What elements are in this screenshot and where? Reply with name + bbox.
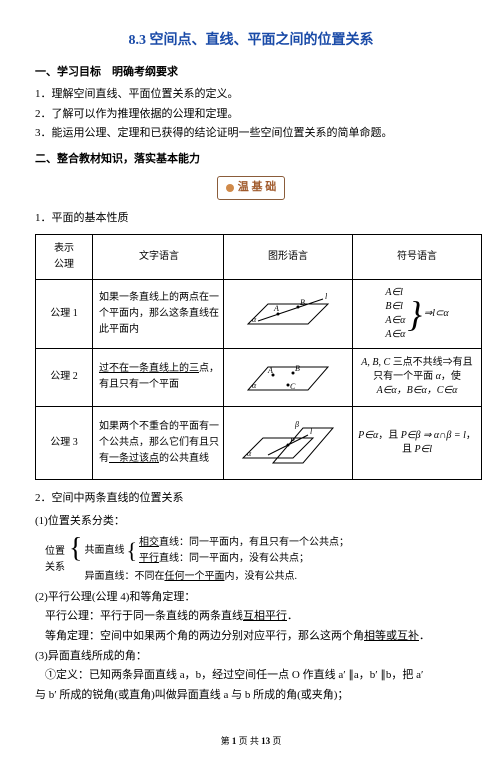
plane-line-icon: A B l α: [238, 289, 338, 339]
axiom-text: 过不在一条直线上的三点，有且只有一个平面: [93, 348, 224, 406]
relation-tree: 位置 关系 { 共面直线 { 相交直线：同一平面内，有且只有一个公共点； 平行直…: [45, 535, 467, 585]
para-axiom: 平行公理：平行于同一条直线的两条直线互相平行．: [35, 608, 467, 626]
table-row: 公理 1 如果一条直线上的两点在一个平面内，那么这条直线在此平面内 A B l …: [36, 279, 482, 348]
sub2: 2．空间中两条直线的位置关系: [35, 490, 467, 508]
rel-left-bot: 关系: [45, 560, 65, 576]
sym-line: A∈l: [385, 286, 405, 300]
axiom-symbol: A, B, C 三点不共线⇒有且只有一个平面 α，使 A∈α，B∈α，C∈α: [353, 348, 482, 406]
table-header-row: 表示 公理 文字语言 图形语言 符号语言: [36, 234, 482, 279]
th-sym: 符号语言: [353, 234, 482, 279]
svg-text:l: l: [325, 292, 328, 301]
coplanar-label: 共面直线: [84, 543, 124, 559]
axiom-table: 表示 公理 文字语言 图形语言 符号语言 公理 1 如果一条直线上的两点在一个平…: [35, 234, 482, 480]
two-planes-icon: P l β α: [233, 413, 343, 473]
sub1: 1．平面的基本性质: [35, 210, 467, 228]
rel-left-top: 位置: [45, 544, 65, 560]
skew-def-1: ①定义：已知两条异面直线 a，b，经过空间任一点 O 作直线 a′ ∥a，b′ …: [35, 667, 467, 685]
th-fig: 图形语言: [224, 234, 353, 279]
th-name: 表示 公理: [36, 234, 93, 279]
skew-head: (3)异面直线所成的角：: [35, 648, 467, 666]
goal-1: 1．理解空间直线、平面位置关系的定义。: [35, 86, 467, 104]
sym-line: A∈α: [385, 314, 405, 328]
badge-basics: 温 基 础: [217, 176, 286, 200]
rel-head: (1)位置关系分类：: [35, 513, 467, 531]
brace-icon: }: [407, 296, 421, 332]
sym-line: B∈l: [385, 300, 405, 314]
sym-line: A∈α: [385, 328, 405, 342]
svg-text:β: β: [294, 420, 299, 429]
svg-text:A: A: [267, 366, 273, 375]
table-row: 公理 3 如果两个不重合的平面有一个公共点，那么它们有且只有一条过该点的公共直线…: [36, 406, 482, 479]
axiom-name: 公理 1: [36, 279, 93, 348]
brace-icon: {: [124, 540, 139, 562]
section1-head: 一、学习目标 明确考纲要求: [35, 64, 467, 82]
svg-text:B: B: [300, 298, 305, 307]
axiom-figure: A B C α: [224, 348, 353, 406]
skew-def-2: 与 b′ 所成的锐角(或直角)叫做异面直线 a 与 b 所成的角(或夹角)；: [35, 687, 467, 705]
rel-left-label: 位置 关系: [45, 535, 67, 585]
angle-theorem: 等角定理：空间中如果两个角的两边分别对应平行，那么这两个角相等或互补．: [35, 628, 467, 646]
axiom-symbol: A∈l B∈l A∈α A∈α } ⇒l⊂α: [353, 279, 482, 348]
skew-line: 异面直线：不同在任何一个平面内，没有公共点.: [84, 569, 349, 585]
axiom-figure: A B l α: [224, 279, 353, 348]
axiom-symbol: P∈α，且 P∈β ⇒ α∩β = l，且 P∈l: [353, 406, 482, 479]
th-text: 文字语言: [93, 234, 224, 279]
svg-text:B: B: [295, 364, 300, 373]
svg-text:α: α: [252, 381, 257, 390]
table-row: 公理 2 过不在一条直线上的三点，有且只有一个平面 A B C α A, B, …: [36, 348, 482, 406]
goal-3: 3．能运用公理、定理和已获得的结论证明一些空间位置关系的简单命题。: [35, 125, 467, 143]
page-footer: 第 1 页 共 13 页: [35, 734, 467, 748]
badge-row: 温 基 础: [35, 176, 467, 200]
sym-tail: ⇒l⊂α: [424, 307, 449, 321]
coplanar-intersect: 相交直线：同一平面内，有且只有一个公共点；: [139, 535, 349, 551]
coplanar-parallel: 平行直线：同一平面内，没有公共点；: [139, 551, 349, 567]
axiom-name: 公理 2: [36, 348, 93, 406]
axiom-text: 如果两个不重合的平面有一个公共点，那么它们有且只有一条过该点的公共直线: [93, 406, 224, 479]
svg-text:P: P: [289, 436, 295, 445]
plane-points-icon: A B C α: [238, 355, 338, 400]
axiom-text: 如果一条直线上的两点在一个平面内，那么这条直线在此平面内: [93, 279, 224, 348]
page-title: 8.3 空间点、直线、平面之间的位置关系: [35, 30, 467, 52]
goal-2: 2．了解可以作为推理依据的公理和定理。: [35, 106, 467, 124]
svg-text:A: A: [273, 304, 279, 313]
svg-text:C: C: [290, 382, 296, 391]
axiom-figure: P l β α: [224, 406, 353, 479]
section2-head: 二、整合教材知识，落实基本能力: [35, 151, 467, 169]
axiom-name: 公理 3: [36, 406, 93, 479]
para-axiom-head: (2)平行公理(公理 4)和等角定理：: [35, 589, 467, 607]
brace-icon: {: [67, 535, 84, 585]
